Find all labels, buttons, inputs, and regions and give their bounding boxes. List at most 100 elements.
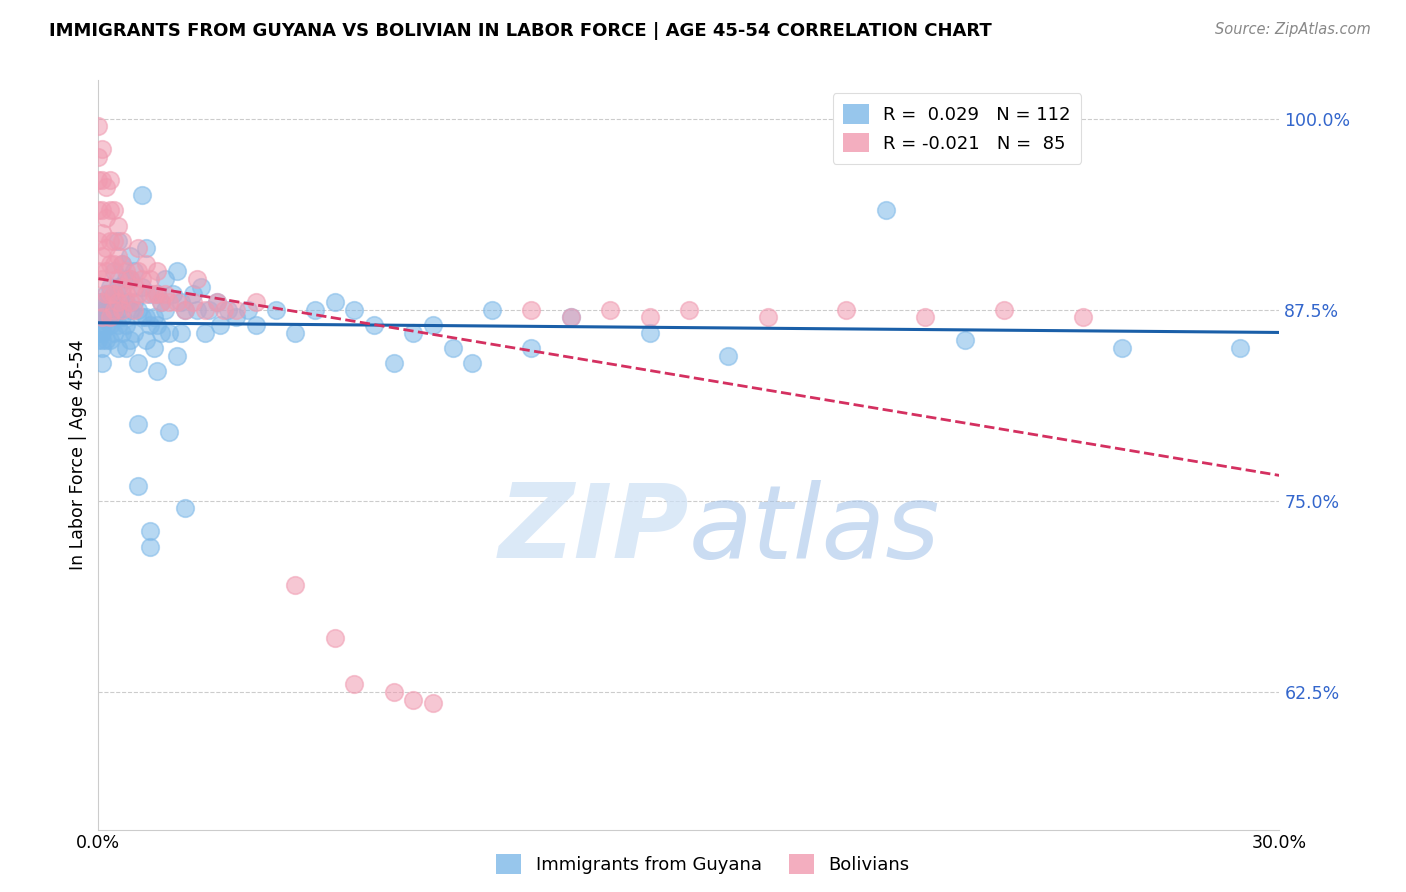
Point — [205, 295, 228, 310]
Point — [127, 478, 149, 492]
Point — [103, 257, 125, 271]
Point — [953, 333, 976, 347]
Point — [98, 310, 121, 325]
Point — [91, 310, 114, 325]
Point — [190, 279, 212, 293]
Point — [323, 632, 346, 646]
Text: Source: ZipAtlas.com: Source: ZipAtlas.com — [1215, 22, 1371, 37]
Point — [138, 318, 160, 332]
Y-axis label: In Labor Force | Age 45-54: In Labor Force | Age 45-54 — [69, 340, 87, 570]
Point — [87, 203, 110, 218]
Point — [103, 287, 125, 301]
Point — [111, 310, 134, 325]
Point — [599, 302, 621, 317]
Point — [146, 264, 169, 278]
Point — [402, 692, 425, 706]
Point — [107, 302, 129, 317]
Point — [103, 326, 125, 340]
Point — [245, 295, 267, 310]
Point — [98, 318, 121, 332]
Point — [96, 180, 118, 194]
Point — [115, 272, 138, 286]
Point — [560, 310, 582, 325]
Point — [122, 302, 145, 317]
Point — [91, 272, 114, 286]
Point — [217, 302, 239, 317]
Point — [127, 417, 149, 432]
Point — [122, 264, 145, 278]
Point — [186, 272, 208, 286]
Point — [91, 318, 114, 332]
Point — [87, 333, 110, 347]
Point — [127, 242, 149, 256]
Point — [142, 287, 165, 301]
Point — [98, 203, 121, 218]
Point — [111, 326, 134, 340]
Point — [107, 341, 129, 355]
Point — [197, 302, 219, 317]
Point — [131, 310, 153, 325]
Point — [1111, 341, 1133, 355]
Point — [284, 578, 307, 592]
Point — [107, 318, 129, 332]
Text: IMMIGRANTS FROM GUYANA VS BOLIVIAN IN LABOR FORCE | AGE 45-54 CORRELATION CHART: IMMIGRANTS FROM GUYANA VS BOLIVIAN IN LA… — [49, 22, 993, 40]
Point — [87, 264, 110, 278]
Point — [638, 326, 661, 340]
Point — [422, 696, 444, 710]
Point — [127, 356, 149, 370]
Point — [142, 310, 165, 325]
Point — [96, 211, 118, 225]
Point — [118, 272, 141, 286]
Point — [717, 349, 740, 363]
Point — [122, 295, 145, 310]
Point — [115, 341, 138, 355]
Point — [111, 257, 134, 271]
Point — [264, 302, 287, 317]
Point — [343, 677, 366, 691]
Point — [96, 318, 118, 332]
Point — [87, 295, 110, 310]
Point — [146, 364, 169, 378]
Point — [91, 203, 114, 218]
Point — [103, 264, 125, 278]
Point — [118, 302, 141, 317]
Point — [138, 524, 160, 539]
Point — [422, 318, 444, 332]
Point — [107, 272, 129, 286]
Point — [560, 310, 582, 325]
Point — [91, 341, 114, 355]
Point — [118, 333, 141, 347]
Point — [146, 287, 169, 301]
Point — [914, 310, 936, 325]
Point — [91, 142, 114, 156]
Point — [111, 302, 134, 317]
Point — [135, 333, 157, 347]
Point — [209, 318, 232, 332]
Point — [98, 295, 121, 310]
Point — [111, 287, 134, 301]
Point — [118, 249, 141, 263]
Point — [135, 242, 157, 256]
Point — [138, 272, 160, 286]
Point — [96, 333, 118, 347]
Point — [194, 326, 217, 340]
Point — [98, 234, 121, 248]
Point — [127, 264, 149, 278]
Point — [150, 295, 173, 310]
Point — [122, 326, 145, 340]
Point — [382, 356, 405, 370]
Point — [245, 318, 267, 332]
Point — [91, 295, 114, 310]
Point — [135, 287, 157, 301]
Point — [103, 287, 125, 301]
Point — [461, 356, 484, 370]
Point — [87, 310, 110, 325]
Point — [343, 302, 366, 317]
Point — [122, 279, 145, 293]
Point — [87, 150, 110, 164]
Point — [107, 234, 129, 248]
Point — [96, 302, 118, 317]
Point — [1229, 341, 1251, 355]
Point — [835, 302, 858, 317]
Point — [91, 310, 114, 325]
